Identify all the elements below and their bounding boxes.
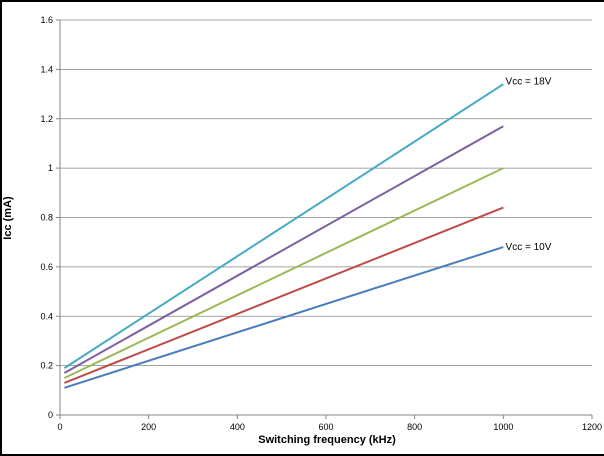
x-tick-label-0: 0	[57, 422, 62, 432]
y-tick-label-1: 0.2	[40, 361, 53, 371]
annotations: Vcc = 18V Vcc = 10V	[506, 77, 552, 253]
series-line-1	[64, 246, 504, 389]
x-tick-label-1: 200	[141, 422, 156, 432]
x-tick-label-6: 1200	[582, 422, 602, 432]
x-tick-label-2: 400	[230, 422, 245, 432]
series-line-2	[64, 206, 504, 384]
x-axis-label: Switching frequency (kHz)	[258, 434, 396, 446]
y-tick-label-7: 1.4	[40, 64, 53, 74]
series-line-3	[63, 167, 504, 379]
y-tick-label-6: 1.2	[40, 114, 53, 124]
y-axis-label: Icc (mA)	[2, 196, 14, 240]
series-line-5	[63, 83, 504, 369]
axes	[56, 19, 593, 419]
x-tick-labels: 0 200 400 600 800 1000 1200	[57, 422, 602, 432]
annotation-vcc-18v: Vcc = 18V	[506, 77, 552, 88]
y-tick-label-2: 0.4	[40, 311, 53, 321]
y-tick-label-4: 0.8	[40, 213, 53, 223]
annotation-vcc-10v: Vcc = 10V	[506, 242, 552, 253]
y-tick-label-8: 1.6	[40, 15, 53, 25]
y-tick-label-5: 1	[48, 163, 53, 173]
x-tick-label-4: 800	[407, 422, 422, 432]
gridlines	[60, 19, 592, 367]
y-tick-label-3: 0.6	[40, 262, 53, 272]
y-tick-labels: 0 0.2 0.4 0.6 0.8 1 1.2 1.4 1.6	[40, 15, 53, 420]
series-lines	[63, 83, 504, 389]
x-tick-label-5: 1000	[493, 422, 513, 432]
y-tick-label-0: 0	[48, 410, 53, 420]
x-tick-label-3: 600	[318, 422, 333, 432]
series-line-4	[63, 125, 504, 374]
